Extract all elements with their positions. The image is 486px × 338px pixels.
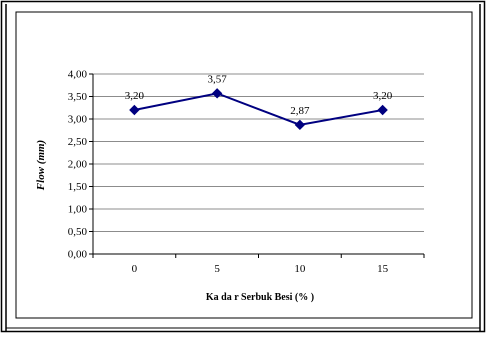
x-tick-label: 5 <box>214 263 220 275</box>
data-label: 3,20 <box>373 90 393 102</box>
x-tick-labels: 0 5 10 15 <box>132 263 389 275</box>
y-tick-label: 1,00 <box>68 204 88 216</box>
data-point <box>211 88 223 99</box>
y-tick-labels: 0,00 0,50 1,00 1,50 2,00 2,50 3,00 3,50 4,00 <box>68 69 88 261</box>
data-label: 2,87 <box>290 105 310 117</box>
series-flow <box>129 88 388 131</box>
gridlines <box>93 73 424 232</box>
data-label: 3,57 <box>208 73 228 85</box>
data-point <box>294 119 306 131</box>
y-tick-label: 2,50 <box>68 136 88 148</box>
y-tick-label: 0,00 <box>68 249 88 261</box>
y-axis-label: Flow (mm) <box>35 140 47 191</box>
x-axis-label: Ka da r Serbuk Besi (% ) <box>206 292 314 303</box>
y-tick-label: 0,50 <box>68 226 88 238</box>
x-tick-label: 10 <box>294 263 306 275</box>
x-tick-label: 0 <box>132 263 138 275</box>
data-point <box>129 104 140 116</box>
data-point <box>377 104 388 116</box>
y-tick-label: 4,00 <box>68 69 88 81</box>
chart-area-border <box>15 11 473 319</box>
data-labels: 3,20 3,57 2,87 3,20 <box>125 73 393 117</box>
y-tick-label: 3,50 <box>68 91 88 103</box>
data-label: 3,20 <box>125 90 145 102</box>
axes <box>89 73 425 258</box>
y-tick-label: 3,00 <box>68 114 88 126</box>
y-tick-label: 1,50 <box>68 181 88 193</box>
y-tick-label: 2,00 <box>68 159 88 171</box>
series-line <box>134 92 383 126</box>
x-tick-label: 15 <box>377 263 389 275</box>
